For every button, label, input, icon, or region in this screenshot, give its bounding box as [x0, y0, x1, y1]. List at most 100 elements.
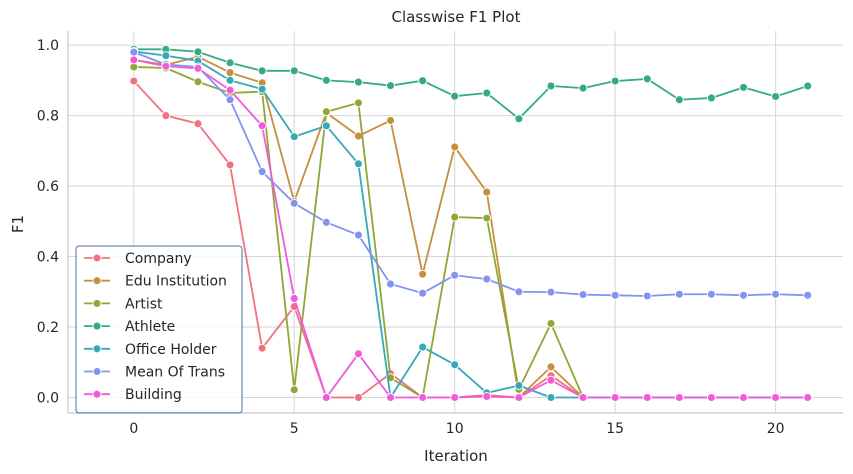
legend-swatch-marker — [92, 367, 102, 376]
data-point-mean-of-trans — [257, 167, 267, 177]
data-point-building — [321, 393, 331, 402]
data-point-building — [739, 393, 748, 402]
y-tick-label: 0.4 — [37, 250, 59, 266]
data-point-artist — [289, 385, 299, 395]
data-point-athlete — [739, 82, 748, 92]
y-tick-label: 0.8 — [37, 109, 59, 125]
data-point-athlete — [482, 88, 492, 98]
data-point-mean-of-trans — [321, 217, 331, 227]
data-point-mean-of-trans — [482, 274, 492, 284]
data-point-athlete — [289, 66, 299, 76]
data-point-athlete — [771, 92, 781, 101]
tick-labels: 0 5 10 15 20 0.0 0.2 0.4 0.6 0.8 1.0 — [37, 38, 785, 437]
data-point-building — [546, 375, 556, 385]
legend-label: Edu Institution — [125, 274, 227, 290]
data-point-building — [161, 61, 171, 71]
data-point-office-holder — [289, 132, 299, 142]
data-point-mean-of-trans — [610, 290, 620, 300]
data-point-building — [771, 393, 781, 402]
legend-item-artist: Artist — [84, 296, 163, 312]
data-point-athlete — [193, 47, 203, 57]
legend-item-edu-institution: Edu Institution — [84, 274, 227, 290]
data-point-building — [289, 294, 299, 303]
data-point-building — [706, 393, 716, 402]
data-point-edu-institution — [225, 68, 235, 78]
data-point-edu-institution — [386, 116, 395, 125]
data-point-building — [450, 393, 460, 402]
data-point-athlete — [610, 76, 620, 86]
x-axis-label: Iteration — [424, 447, 488, 465]
data-point-athlete — [578, 83, 588, 93]
data-point-company — [257, 343, 267, 353]
data-point-office-holder — [321, 121, 331, 131]
data-point-building — [803, 393, 813, 402]
legend-swatch-marker — [92, 298, 102, 308]
legend-label: Office Holder — [125, 342, 217, 358]
legend-item-building: Building — [84, 387, 182, 403]
legend-item-office-holder: Office Holder — [84, 342, 217, 358]
legend-swatch-marker — [92, 344, 102, 354]
data-point-edu-institution — [482, 187, 492, 197]
data-point-edu-institution — [450, 142, 460, 152]
data-point-mean-of-trans — [450, 270, 460, 280]
data-point-office-holder — [546, 393, 556, 402]
series-mean-of-trans — [129, 47, 813, 301]
data-point-athlete — [546, 81, 556, 91]
data-point-mean-of-trans — [771, 289, 781, 299]
data-point-office-holder — [418, 342, 428, 352]
legend-item-mean-of-trans: Mean Of Trans — [84, 365, 225, 381]
data-point-athlete — [642, 74, 652, 84]
data-point-mean-of-trans — [353, 230, 363, 240]
legend-box — [75, 245, 243, 414]
data-point-mean-of-trans — [289, 198, 299, 208]
data-point-artist — [450, 212, 460, 222]
data-point-company — [129, 76, 139, 86]
data-point-athlete — [257, 66, 267, 76]
data-point-edu-institution — [418, 269, 428, 279]
data-point-building — [674, 393, 684, 402]
data-point-mean-of-trans — [642, 291, 652, 301]
y-tick-label: 0.2 — [37, 320, 59, 336]
data-point-office-holder — [225, 75, 235, 85]
legend-swatch-marker — [92, 389, 102, 399]
legend-swatch-marker — [92, 321, 102, 331]
x-tick-label: 20 — [767, 421, 785, 437]
data-point-athlete — [353, 77, 363, 87]
data-point-artist — [193, 77, 203, 87]
legend: Company Edu Institution Artist Athlete Offic… — [75, 245, 243, 414]
series-building — [129, 55, 813, 402]
legend-label: Mean Of Trans — [125, 365, 225, 381]
data-point-mean-of-trans — [514, 287, 524, 297]
data-point-office-holder — [353, 159, 363, 169]
data-point-mean-of-trans — [803, 290, 813, 300]
data-point-edu-institution — [546, 362, 556, 372]
y-axis-label: F1 — [9, 215, 27, 233]
legend-label: Artist — [125, 296, 163, 312]
series-athlete — [129, 44, 813, 124]
series-line-mean-of-trans — [133, 51, 808, 297]
data-point-office-holder — [161, 51, 171, 61]
chart-title: Classwise F1 Plot — [392, 8, 521, 26]
data-point-company — [161, 111, 171, 121]
data-point-athlete — [225, 58, 235, 68]
data-point-artist — [546, 319, 556, 328]
data-point-mean-of-trans — [739, 290, 748, 300]
data-point-building — [418, 393, 428, 402]
data-point-office-holder — [257, 84, 267, 94]
data-point-building — [193, 63, 203, 73]
data-point-athlete — [706, 93, 716, 103]
data-point-building — [578, 393, 588, 402]
data-point-athlete — [803, 81, 813, 91]
data-point-mean-of-trans — [674, 289, 684, 299]
data-point-artist — [353, 98, 363, 108]
data-point-artist — [482, 213, 492, 223]
data-point-athlete — [418, 76, 428, 86]
series-line-athlete — [133, 48, 808, 120]
data-point-mean-of-trans — [225, 95, 235, 105]
legend-label: Athlete — [125, 319, 175, 335]
data-point-athlete — [386, 81, 395, 91]
legend-item-company: Company — [84, 251, 192, 267]
data-point-athlete — [450, 91, 460, 101]
data-point-mean-of-trans — [546, 287, 556, 297]
data-point-building — [482, 391, 492, 401]
